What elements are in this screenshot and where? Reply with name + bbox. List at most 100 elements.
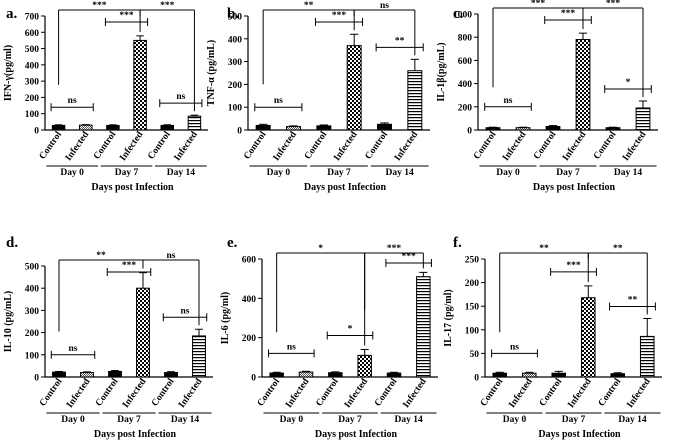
significance-label: *** — [566, 261, 581, 271]
y-tick-label: 200 — [458, 103, 473, 113]
group-label: Day 0 — [280, 415, 304, 425]
y-tick-label: 400 — [25, 61, 40, 71]
y-tick-label: 200 — [228, 81, 243, 91]
bar — [80, 372, 94, 378]
significance-label: ns — [176, 92, 185, 102]
y-tick-label: 500 — [25, 45, 40, 55]
panel-letter: d. — [6, 235, 18, 251]
y-tick-label: 0 — [34, 127, 39, 137]
y-tick-label: 50 — [470, 350, 480, 360]
y-tick-label: 200 — [25, 329, 40, 339]
y-tick-label: 100 — [25, 351, 40, 361]
group-label: Day 14 — [386, 168, 414, 178]
bar — [605, 127, 621, 131]
x-tick-label: Infected — [284, 376, 312, 410]
bar — [485, 127, 501, 131]
x-tick-label: Control — [479, 377, 505, 409]
group-label: Day 7 — [327, 168, 351, 178]
significance-label: ns — [181, 306, 190, 316]
x-tick-label: Infected — [65, 376, 93, 410]
bar — [255, 124, 271, 131]
y-tick-label: 700 — [25, 13, 40, 23]
y-tick-label: 400 — [25, 285, 40, 295]
x-tick-label: Control — [472, 130, 498, 162]
x-tick-label: Infected — [625, 376, 653, 410]
panel-letter: b. — [227, 6, 239, 22]
x-axis-label: Days post Infection — [94, 429, 177, 440]
bar — [187, 115, 202, 131]
bar — [316, 125, 332, 131]
bar — [492, 372, 508, 378]
bar — [610, 373, 626, 378]
x-tick-label: Infected — [561, 129, 589, 163]
group-label: Day 7 — [338, 415, 362, 425]
x-tick-label: Infected — [121, 376, 149, 410]
y-tick-label: 0 — [251, 374, 256, 384]
y-tick-label: 200 — [25, 94, 40, 104]
y-axis-label: IL-17 (pg/ml) — [443, 289, 454, 347]
significance-label: *** — [402, 252, 417, 262]
significance-label: ns — [167, 251, 176, 261]
bar — [164, 372, 178, 378]
x-axis-label: Days post Infection — [538, 429, 621, 440]
bar — [52, 371, 66, 378]
bar — [357, 354, 372, 378]
y-tick-label: 150 — [465, 303, 480, 313]
x-tick-label: Control — [38, 377, 64, 409]
group-label: Day 14 — [618, 415, 646, 425]
x-tick-label: Control — [242, 130, 268, 162]
y-tick-label: 100 — [228, 104, 243, 114]
y-tick-label: 400 — [228, 35, 243, 45]
y-tick-label: 1000 — [453, 11, 472, 21]
y-tick-label: 250 — [465, 256, 480, 266]
group-label: Day 14 — [614, 168, 642, 178]
x-tick-label: Control — [92, 130, 118, 162]
significance-label: * — [318, 244, 323, 254]
y-tick-label: 500 — [228, 13, 243, 23]
bar — [515, 127, 531, 131]
significance-label: ** — [613, 244, 623, 254]
y-axis-label: IL-6 (pg/ml) — [220, 292, 231, 345]
group-label: Day 0 — [503, 415, 527, 425]
y-tick-label: 600 — [242, 256, 257, 266]
bar — [136, 287, 150, 378]
panel-letter: e. — [227, 235, 238, 251]
bar — [160, 124, 174, 131]
panel-letter: a. — [6, 6, 18, 22]
significance-label: ** — [96, 251, 106, 261]
group-label: Day 14 — [167, 168, 195, 178]
y-tick-label: 600 — [25, 29, 40, 39]
x-tick-label: Infected — [621, 129, 649, 163]
x-tick-label: Control — [597, 377, 623, 409]
significance-label: *** — [387, 244, 402, 254]
group-label: Day 0 — [267, 168, 291, 178]
x-tick-label: Control — [150, 377, 176, 409]
group-label: Day 0 — [496, 168, 520, 178]
x-tick-label: Infected — [64, 129, 92, 163]
significance-label: *** — [531, 0, 546, 9]
y-tick-label: 0 — [34, 374, 39, 384]
bar — [575, 39, 591, 131]
x-tick-label: Infected — [343, 376, 371, 410]
group-label: Day 7 — [115, 168, 139, 178]
y-tick-label: 300 — [228, 58, 243, 68]
y-tick-label: 600 — [458, 57, 473, 67]
bar — [51, 124, 66, 131]
x-tick-label: Infected — [332, 129, 360, 163]
y-axis-label: TNF-α (pg/mL) — [206, 40, 217, 106]
y-tick-label: 300 — [25, 78, 40, 88]
group-label: Day 14 — [171, 415, 199, 425]
y-axis-label: IL-1β(pg/mL) — [436, 42, 447, 101]
group-label: Day 0 — [60, 168, 84, 178]
x-tick-label: Control — [146, 130, 172, 162]
y-axis-label: IFN-γ(pg/ml) — [3, 45, 14, 101]
significance-label: *** — [122, 261, 137, 271]
bar — [192, 335, 206, 378]
x-tick-label: Control — [364, 130, 390, 162]
y-tick-label: 200 — [242, 334, 257, 344]
y-tick-label: 0 — [467, 127, 472, 137]
